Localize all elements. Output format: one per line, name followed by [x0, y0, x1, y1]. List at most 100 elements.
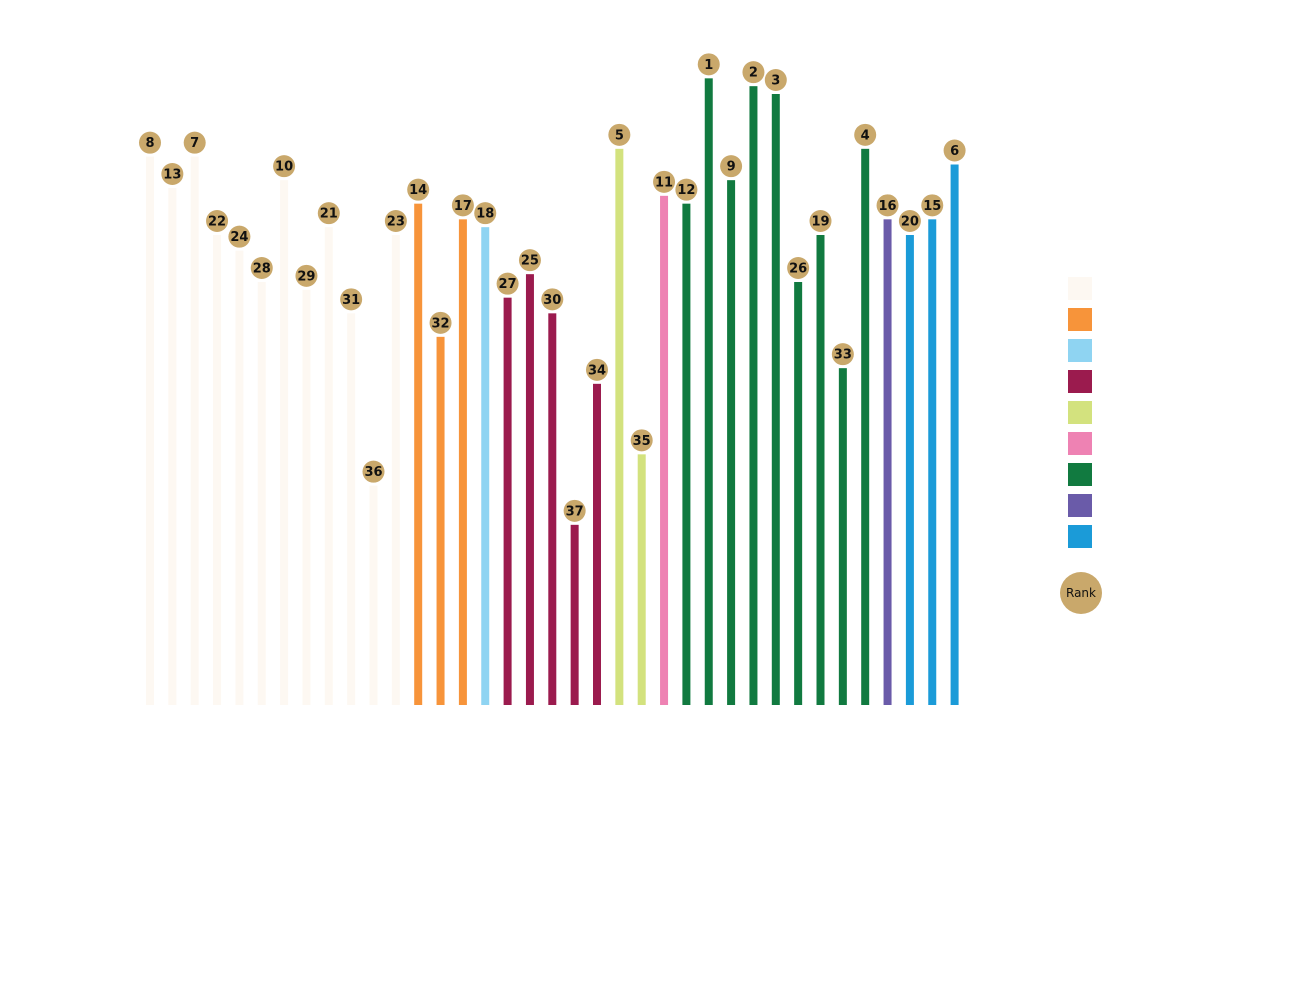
- rank-marker: 22: [206, 210, 229, 232]
- bar: [928, 219, 937, 706]
- rank-circle: [295, 264, 318, 287]
- rank-circle: [608, 123, 631, 146]
- bar: [369, 485, 378, 705]
- rank-label: 20: [901, 215, 919, 230]
- bar: [213, 235, 222, 705]
- legend-swatch: [1068, 494, 1092, 517]
- rank-circle: [228, 225, 251, 248]
- rank-marker: 27: [496, 272, 519, 295]
- rank-label: 27: [499, 277, 517, 292]
- rank-label: 19: [811, 215, 829, 230]
- rank-label: 3: [771, 74, 780, 89]
- legend-swatch: [1068, 277, 1092, 300]
- bar: [324, 227, 333, 705]
- bar: [704, 78, 713, 706]
- rank-marker: 13: [161, 163, 184, 185]
- rank-marker: 24: [228, 225, 251, 248]
- rank-label: 31: [342, 293, 360, 308]
- rank-marker: 30: [541, 288, 564, 311]
- bar: [950, 164, 959, 705]
- rank-label: 5: [615, 128, 624, 143]
- rank-circle: [898, 210, 921, 232]
- legend-swatch: [1068, 370, 1092, 393]
- rank-label: 18: [476, 207, 494, 222]
- bar: [749, 86, 758, 705]
- rank-label: 25: [521, 254, 539, 269]
- rank-label: 2: [749, 66, 758, 81]
- rank-marker: 9: [720, 155, 743, 178]
- rank-marker: 20: [898, 210, 921, 232]
- rank-marker: 32: [429, 311, 452, 334]
- rank-circle: [742, 61, 765, 84]
- rank-marker: 15: [921, 194, 944, 217]
- rank-marker: 25: [518, 249, 541, 272]
- bar: [146, 156, 154, 705]
- rank-label: 22: [208, 215, 226, 230]
- rank-label: 24: [230, 230, 248, 245]
- rank-circle: [384, 210, 407, 232]
- rank-label: 6: [950, 144, 959, 159]
- bar: [525, 274, 534, 705]
- bar: [660, 195, 669, 706]
- rank-label: 28: [253, 262, 271, 277]
- legend-swatch: [1068, 339, 1092, 362]
- bar: [861, 148, 870, 706]
- rank-marker: 19: [809, 210, 832, 232]
- bar: [727, 180, 736, 705]
- rank-circle: [451, 194, 474, 217]
- bar: [794, 282, 803, 705]
- bar: [615, 148, 624, 706]
- rank-label: 1: [704, 58, 713, 73]
- rank-marker: 31: [340, 288, 363, 311]
- rank-marker: 8: [139, 131, 161, 154]
- rank-label: 14: [409, 183, 427, 198]
- rank-label: 29: [297, 269, 315, 284]
- bar: [280, 180, 289, 705]
- rank-marker: 2: [742, 61, 765, 84]
- bar: [257, 282, 266, 705]
- rank-circle: [340, 288, 363, 311]
- rank-marker: 37: [563, 499, 586, 522]
- rank-label: 33: [834, 348, 852, 363]
- rank-label: 21: [320, 207, 338, 222]
- bar: [168, 188, 177, 705]
- rank-marker: 33: [831, 343, 854, 366]
- legend-rank-entry: Rank: [1060, 572, 1102, 614]
- rank-circle: [541, 288, 564, 311]
- rank-marker: 36: [362, 460, 385, 483]
- rank-marker: 6: [943, 139, 966, 162]
- rank-marker: 14: [407, 178, 430, 201]
- rank-circle: [362, 460, 385, 483]
- rank-circle: [764, 69, 787, 91]
- rank-circle: [518, 249, 541, 272]
- rank-marker: 1: [697, 53, 720, 76]
- rank-circle: [675, 178, 698, 201]
- bar: [637, 454, 646, 705]
- rank-marker: 26: [787, 257, 810, 279]
- rank-circle: [630, 429, 653, 452]
- bar: [682, 203, 691, 705]
- rank-circle: [273, 155, 296, 178]
- legend-swatch: [1068, 308, 1092, 331]
- rank-circle: [206, 210, 229, 232]
- bar: [347, 313, 356, 705]
- rank-label: 17: [454, 199, 472, 214]
- rank-marker: 7: [183, 131, 206, 154]
- bar: [235, 250, 244, 705]
- rank-circle: [831, 343, 854, 366]
- rank-label: 7: [190, 136, 199, 151]
- rank-label: 12: [677, 183, 695, 198]
- bars-layer: [146, 78, 959, 706]
- rank-label: 32: [432, 316, 450, 331]
- rank-marker: 12: [675, 178, 698, 201]
- rank-circle: [697, 53, 720, 76]
- legend: Rank: [1060, 277, 1102, 614]
- rank-marker: 11: [653, 170, 676, 193]
- rank-circle: [317, 202, 340, 225]
- rank-marker: 4: [854, 123, 877, 146]
- bar: [771, 94, 780, 705]
- rank-label: 36: [364, 465, 382, 480]
- bar: [883, 219, 892, 706]
- rank-circle: [250, 257, 273, 279]
